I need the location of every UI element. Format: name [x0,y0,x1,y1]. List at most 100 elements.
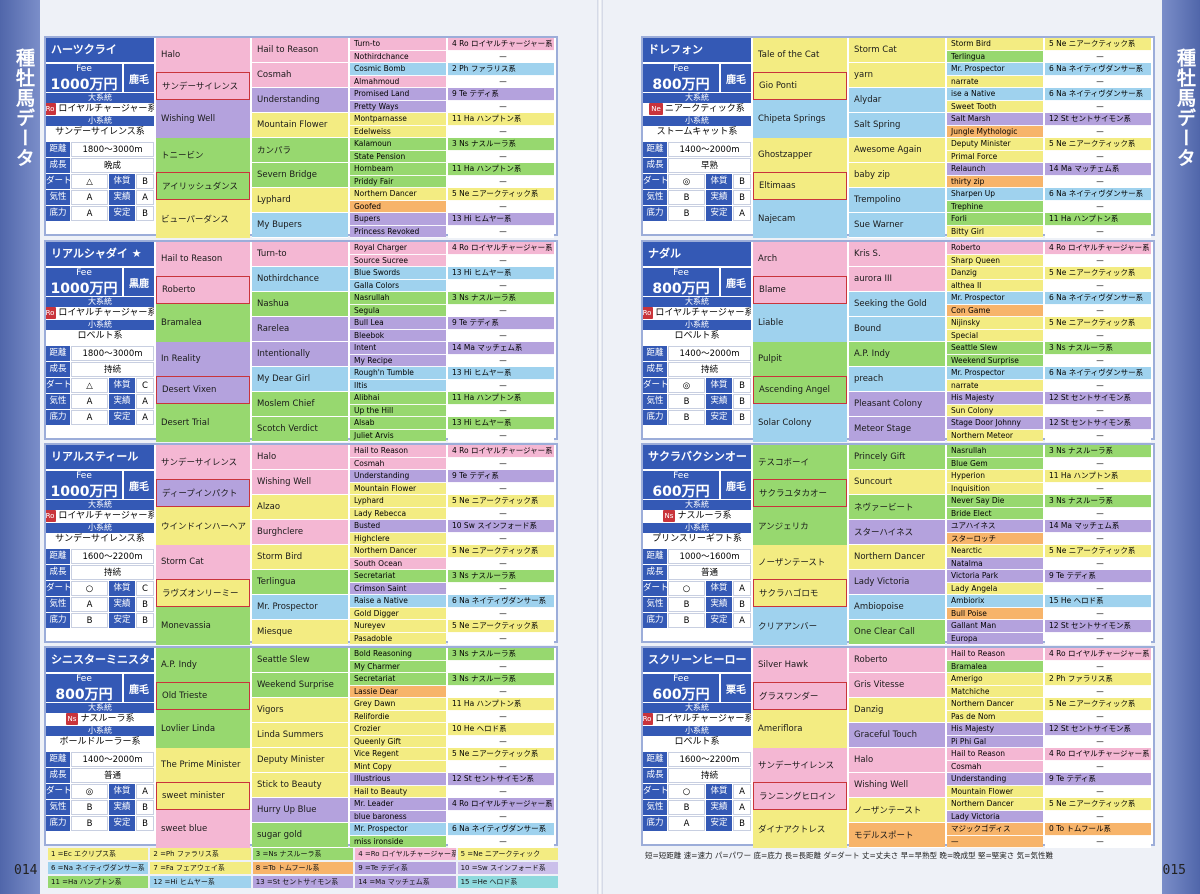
daikeito-label: 大系統 [643,93,751,103]
ancestor-name: ユアハイネス [947,520,1043,533]
stat-value: ○ [668,581,705,596]
ancestor-name: Mint Copy [350,760,446,773]
stat-value: 晩成 [71,158,154,173]
fee-value: 1000万円 [50,484,118,500]
shokeito-label: 小系統 [46,116,154,126]
grandparent-name: Rarelea [252,317,348,342]
ancestor-name: Northern Dancer [947,698,1043,711]
ancestor-name: Bramalea [947,660,1043,673]
ancestor-name: Kalamoun [350,138,446,151]
fee-row: Fee 1000万円 黒鹿 [46,266,154,297]
daikeito-value: Ro ロイヤルチャージャー系 [46,307,154,319]
ancestor-lineage: 6 Na ネイティヴダンサー系 [1045,88,1151,101]
sire-line-name: In Reality [156,342,250,376]
ancestor-name: Ambiorix [947,595,1043,608]
sire-line-name: Silver Hawk [753,648,847,682]
ancestor-name: Mountain Flower [947,785,1043,798]
daikeito-text: ナスルーラ系 [80,714,135,724]
ancestor-lineage: 9 Te テディ系 [448,470,554,483]
ancestor-name: Deputy Minister [947,138,1043,151]
stat-key: 安定 [706,206,732,221]
ancestor-name: Con Game [947,304,1043,317]
grandparent-name: Nothirdchance [252,267,348,292]
ancestor-lineage: 4 Ro ロイヤルチャージャー系 [448,798,554,811]
grandparent-name: Alzao [252,495,348,520]
ancestor-name: Seattle Slew [947,342,1043,355]
ancestor-name: miss ironside [350,835,446,848]
stat-value: B [733,174,751,189]
ancestor-lineage: 3 Ns ナスルーラ系 [448,673,554,686]
stat-key: 成長 [643,362,667,377]
ancestor-lineage: — [1045,200,1151,213]
grandparent-name: Burghclere [252,520,348,545]
ancestor-name: Highclere [350,532,446,545]
ancestor-lineage: 3 Ns ナスルーラ系 [448,292,554,305]
fee-box: Fee 1000万円 [46,64,122,93]
ancestor-name: Priddy Fair [350,175,446,188]
lineage-badge: Ne [649,103,663,115]
legend-item: 3 =Ns ナスルーラ系 [252,848,354,860]
ancestor-name: narrate [947,75,1043,88]
ancestor-lineage: — [1045,254,1151,267]
sire-line-name: Pulpit [753,342,847,376]
ancestor-name: Pi Phi Gal [947,735,1043,748]
ancestor-name: Forli [947,213,1043,226]
ancestor-name: Crimson Saint [350,582,446,595]
fee-row: Fee 600万円 栗毛 [643,672,751,703]
daikeito-text: ロイヤルチャージャー系 [58,104,154,114]
ancestor-lineage: 12 St セントサイモン系 [1045,417,1151,430]
grandparent-name: Stick to Beauty [252,773,348,798]
stat-grid: 距離 1600〜2200m 成長 持続 ダート ○ 体質 A 気性 B 実績 A 底力 A 安定 B [643,752,751,831]
stat-key: 成長 [46,362,70,377]
grandparent-name: Scotch Verdict [252,417,348,442]
ancestor-lineage: — [1045,379,1151,392]
sire-line-name: ノーザンテースト [753,545,847,579]
fee-label: Fee [673,64,689,74]
ancestor-name: Primal Force [947,150,1043,163]
fee-box: Fee 600万円 [643,674,719,703]
ancestor-name: Up the Hill [350,404,446,417]
sire-line-name: Ghostzapper [753,138,847,172]
grandparent-name: Linda Summers [252,723,348,748]
ancestor-name: マジックゴディス [947,823,1043,836]
stat-key: 底力 [643,410,667,425]
ancestor-name: Amerigo [947,673,1043,686]
ancestor-lineage: 6 Na ネイティヴダンサー系 [1045,292,1151,305]
sire-line-name: Arch [753,242,847,276]
ancestor-lineage: — [1045,482,1151,495]
ancestor-lineage: — [1045,457,1151,470]
ancestor-lineage: — [1045,329,1151,342]
ancestor-lineage: — [448,100,554,113]
daikeito-text: ナスルーラ系 [677,511,732,521]
ancestor-name: Princess Revoked [350,225,446,238]
grandparent-name: Wishing Well [849,773,945,798]
ancestor-name: State Pension [350,150,446,163]
stat-key: 安定 [706,410,732,425]
ancestor-lineage: 9 Te テディ系 [448,88,554,101]
ancestor-lineage: 11 Ha ハンプトン系 [448,113,554,126]
stat-value: B [668,394,705,409]
stat-key: ダート [46,784,70,799]
ancestor-lineage: 3 Ns ナスルーラ系 [448,648,554,661]
coat-color: 鹿毛 [124,471,154,499]
ancestor-name: Bitty Girl [947,225,1043,238]
stat-key: 実績 [706,394,732,409]
grandparent-name: Lady Victoria [849,570,945,595]
ancestor-lineage: — [448,482,554,495]
ancestor-name: Natalma [947,557,1043,570]
stat-key: 底力 [46,816,70,831]
ancestor-name: Nijinsky [947,317,1043,330]
stallion-block: リアルスティール Fee 1000万円 鹿毛 大系統 Ro ロイヤルチャージャー系 … [44,443,558,645]
ancestor-lineage: 15 He ヘロド系 [1045,595,1151,608]
legend-item: 1 =Ec エクリプス系 [48,848,149,860]
stallion-info: サクラバクシンオー ★ Fee 600万円 鹿毛 大系統 Ns ナスルーラ系 小系統… [643,445,751,641]
ancestor-name: Alibhai [350,392,446,405]
ancestor-name: Northern Dancer [947,798,1043,811]
ancestor-name: Cosmah [947,760,1043,773]
stat-value: B [136,613,154,628]
stat-value: B [668,206,705,221]
grandparent-name: Intentionally [252,342,348,367]
legend-item: 11 =Ha ハンプトン系 [48,876,149,888]
ancestor-lineage: 12 St セントサイモン系 [1045,723,1151,736]
stat-value: △ [71,174,108,189]
